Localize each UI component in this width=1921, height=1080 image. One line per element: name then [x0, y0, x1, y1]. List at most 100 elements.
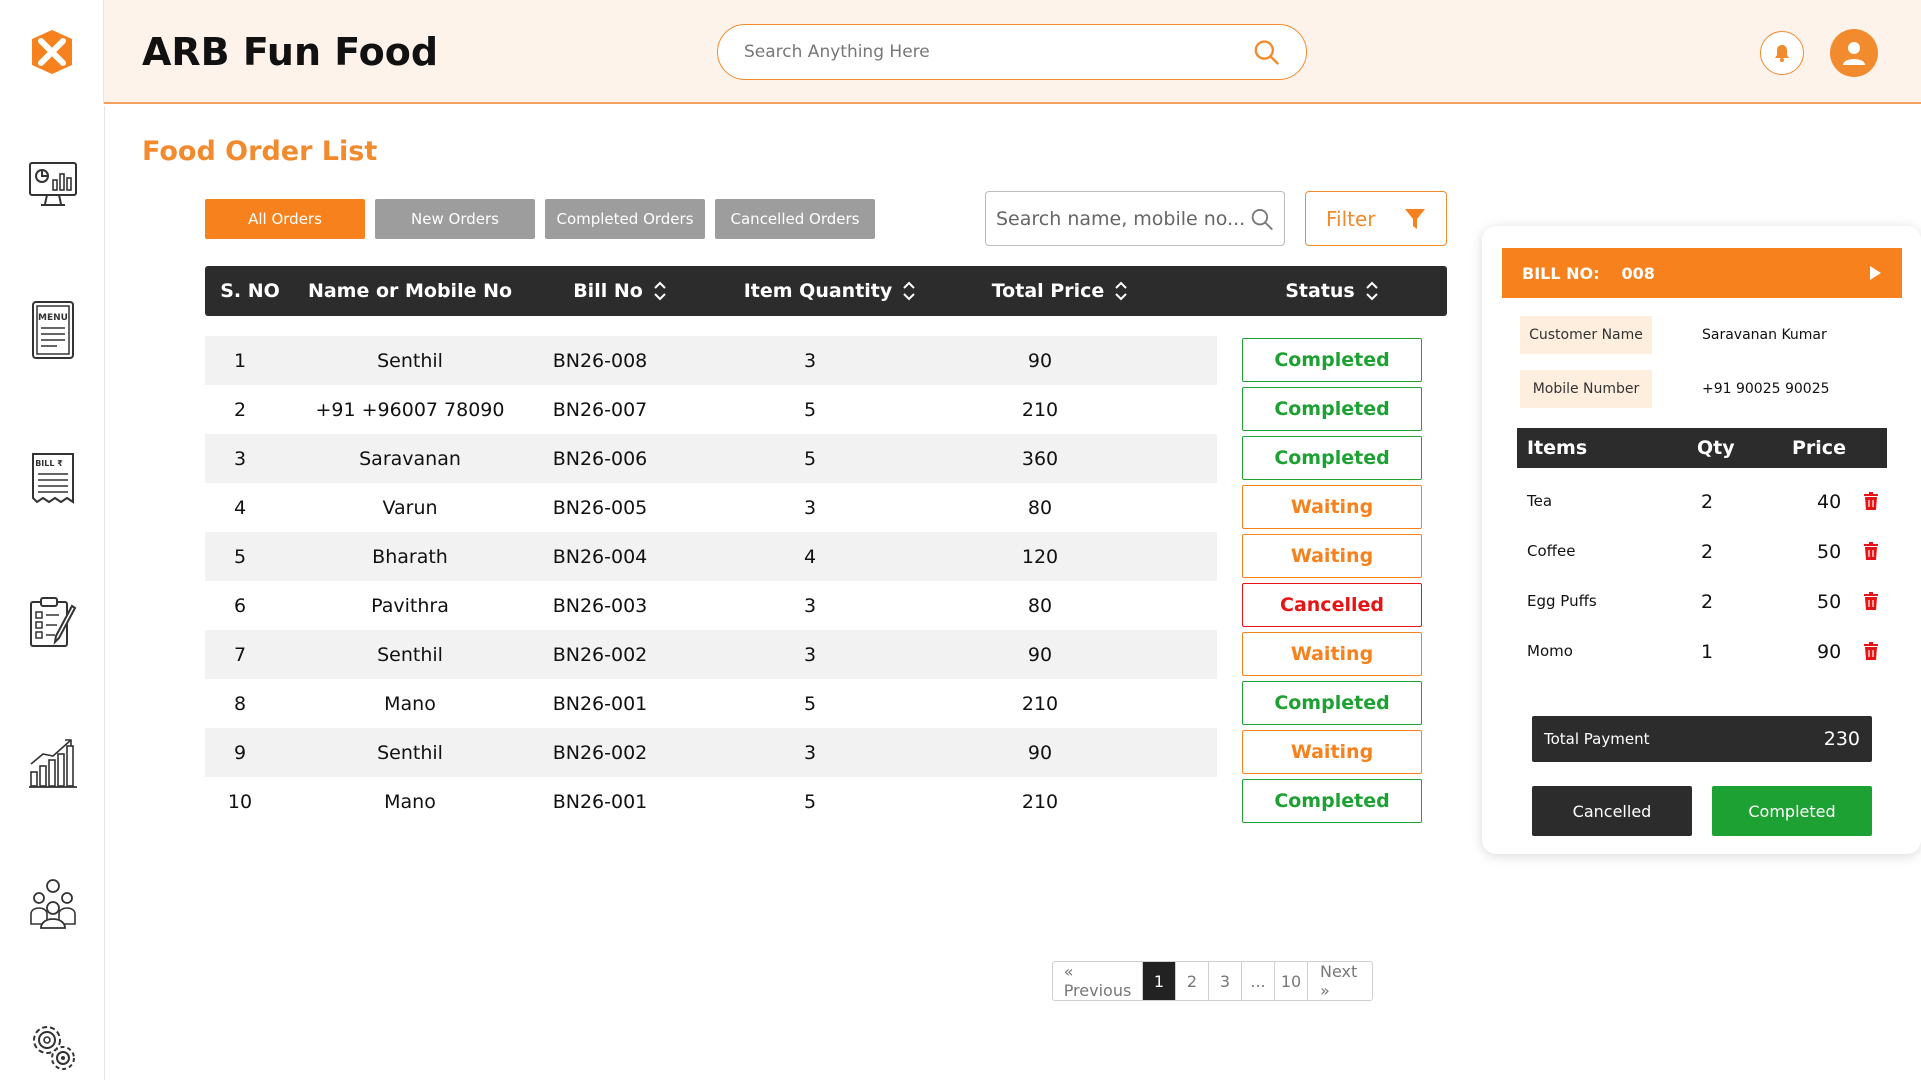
- mark-completed-button[interactable]: Completed: [1712, 786, 1872, 836]
- column-header-item-quantity[interactable]: Item Quantity: [715, 266, 945, 316]
- sidebar-item-team[interactable]: [27, 878, 79, 930]
- bill-no-label: BILL NO:: [1522, 263, 1600, 283]
- cell-item-quantity: 5: [803, 398, 817, 421]
- cell-total-price: 210: [1021, 790, 1059, 813]
- sort-icon[interactable]: [1365, 281, 1379, 301]
- play-arrow-icon[interactable]: [1868, 265, 1882, 281]
- table-row[interactable]: 2 +91 +96007 78090 BN26-007 5 210 Comple…: [205, 385, 1447, 434]
- settings-icon: [33, 1026, 75, 1070]
- cell-sno: 3: [233, 447, 247, 470]
- analytics-icon: [29, 739, 77, 788]
- cell-item-quantity: 4: [803, 545, 817, 568]
- sidebar-item-analytics[interactable]: [27, 736, 79, 788]
- column-header-status[interactable]: Status: [1217, 266, 1447, 316]
- cell-sno: 10: [227, 790, 253, 813]
- cell-total-price: 80: [1027, 594, 1053, 617]
- pagination-page-1[interactable]: 1: [1143, 962, 1176, 1000]
- cell-bill-no: BN26-002: [552, 643, 648, 666]
- orders-table-header: S. NO Name or Mobile No Bill No Item Qua…: [205, 266, 1447, 316]
- table-row[interactable]: 1 Senthil BN26-008 3 90 Completed: [205, 336, 1447, 385]
- search-icon[interactable]: [1249, 205, 1274, 233]
- sort-icon[interactable]: [653, 281, 667, 301]
- status-badge[interactable]: Completed: [1242, 681, 1422, 725]
- dashboard-icon: [29, 162, 77, 206]
- pagination-previous[interactable]: « Previous: [1053, 962, 1143, 1000]
- cell-total-price: 90: [1027, 643, 1053, 666]
- tab-new-orders[interactable]: New Orders: [375, 199, 535, 239]
- cell-name: Varun: [382, 496, 438, 519]
- brand-logo[interactable]: [0, 0, 104, 104]
- delete-icon[interactable]: [1863, 542, 1879, 560]
- table-row[interactable]: 3 Saravanan BN26-006 5 360 Completed: [205, 434, 1447, 483]
- table-row[interactable]: 9 Senthil BN26-002 3 90 Waiting: [205, 728, 1447, 777]
- sidebar: MENU BILL ₹: [0, 106, 105, 1080]
- sidebar-item-orders[interactable]: [27, 596, 79, 648]
- cell-item-quantity: 3: [803, 741, 817, 764]
- user-avatar-button[interactable]: [1830, 29, 1878, 77]
- status-badge[interactable]: Waiting: [1242, 485, 1422, 529]
- table-row[interactable]: 6 Pavithra BN26-003 3 80 Cancelled: [205, 581, 1447, 630]
- status-badge[interactable]: Waiting: [1242, 534, 1422, 578]
- cell-name: +91 +96007 78090: [315, 398, 505, 421]
- customer-name-value: Saravanan Kumar: [1702, 327, 1827, 343]
- tab-all-orders[interactable]: All Orders: [205, 199, 365, 239]
- cell-bill-no: BN26-005: [552, 496, 648, 519]
- bill-header[interactable]: BILL NO: 008: [1502, 248, 1902, 298]
- delete-icon[interactable]: [1863, 642, 1879, 660]
- pagination-page-3[interactable]: 3: [1209, 962, 1242, 1000]
- tab-cancelled-orders[interactable]: Cancelled Orders: [715, 199, 875, 239]
- pagination-page-2[interactable]: 2: [1176, 962, 1209, 1000]
- bill-item-qty: 1: [1701, 641, 1714, 663]
- pagination-page-10[interactable]: 10: [1275, 962, 1308, 1000]
- sidebar-item-dashboard[interactable]: [27, 158, 79, 210]
- sidebar-item-menu[interactable]: MENU: [27, 301, 79, 359]
- column-header-name: Name or Mobile No: [307, 280, 513, 302]
- sidebar-item-bill[interactable]: BILL ₹: [27, 452, 79, 504]
- pagination-next[interactable]: Next »: [1320, 962, 1358, 1000]
- sidebar-item-settings[interactable]: [27, 1020, 79, 1072]
- global-search[interactable]: [717, 24, 1307, 80]
- delete-icon[interactable]: [1863, 592, 1879, 610]
- mark-cancelled-button[interactable]: Cancelled: [1532, 786, 1692, 836]
- bill-item-price: 50: [1817, 541, 1842, 563]
- cell-bill-no: BN26-003: [552, 594, 648, 617]
- cell-total-price: 210: [1021, 398, 1059, 421]
- notifications-button[interactable]: [1760, 31, 1804, 75]
- search-icon[interactable]: [1252, 37, 1280, 67]
- cell-item-quantity: 3: [803, 349, 817, 372]
- cell-total-price: 80: [1027, 496, 1053, 519]
- bill-item-qty: 2: [1701, 541, 1714, 563]
- svg-text:BILL ₹: BILL ₹: [35, 459, 63, 468]
- delete-icon[interactable]: [1863, 492, 1879, 510]
- status-badge[interactable]: Completed: [1242, 779, 1422, 823]
- bill-item-price: 50: [1817, 591, 1842, 613]
- bill-item-price: 90: [1817, 641, 1842, 663]
- table-row[interactable]: 8 Mano BN26-001 5 210 Completed: [205, 679, 1447, 728]
- team-icon: [30, 879, 76, 929]
- table-row[interactable]: 7 Senthil BN26-002 3 90 Waiting: [205, 630, 1447, 679]
- table-row[interactable]: 5 Bharath BN26-004 4 120 Waiting: [205, 532, 1447, 581]
- status-badge[interactable]: Waiting: [1242, 730, 1422, 774]
- bill-item-name: Egg Puffs: [1527, 592, 1597, 610]
- tab-completed-orders[interactable]: Completed Orders: [545, 199, 705, 239]
- column-header-bill-no[interactable]: Bill No: [525, 266, 715, 316]
- status-badge[interactable]: Completed: [1242, 387, 1422, 431]
- order-search[interactable]: [985, 191, 1285, 246]
- bill-item-row: Momo 1 90: [1517, 626, 1887, 676]
- status-badge[interactable]: Cancelled: [1242, 583, 1422, 627]
- filter-button[interactable]: Filter: [1305, 191, 1447, 246]
- global-search-input[interactable]: [744, 42, 1252, 62]
- cell-sno: 8: [233, 692, 247, 715]
- cell-sno: 7: [233, 643, 247, 666]
- status-badge[interactable]: Completed: [1242, 338, 1422, 382]
- status-badge[interactable]: Completed: [1242, 436, 1422, 480]
- status-badge[interactable]: Waiting: [1242, 632, 1422, 676]
- cell-sno: 9: [233, 741, 247, 764]
- sort-icon[interactable]: [902, 281, 916, 301]
- cell-name: Saravanan: [359, 447, 461, 470]
- table-row[interactable]: 10 Mano BN26-001 5 210 Completed: [205, 777, 1447, 826]
- table-row[interactable]: 4 Varun BN26-005 3 80 Waiting: [205, 483, 1447, 532]
- sort-icon[interactable]: [1114, 281, 1128, 301]
- order-search-input[interactable]: [996, 207, 1249, 230]
- column-header-total-price[interactable]: Total Price: [945, 266, 1175, 316]
